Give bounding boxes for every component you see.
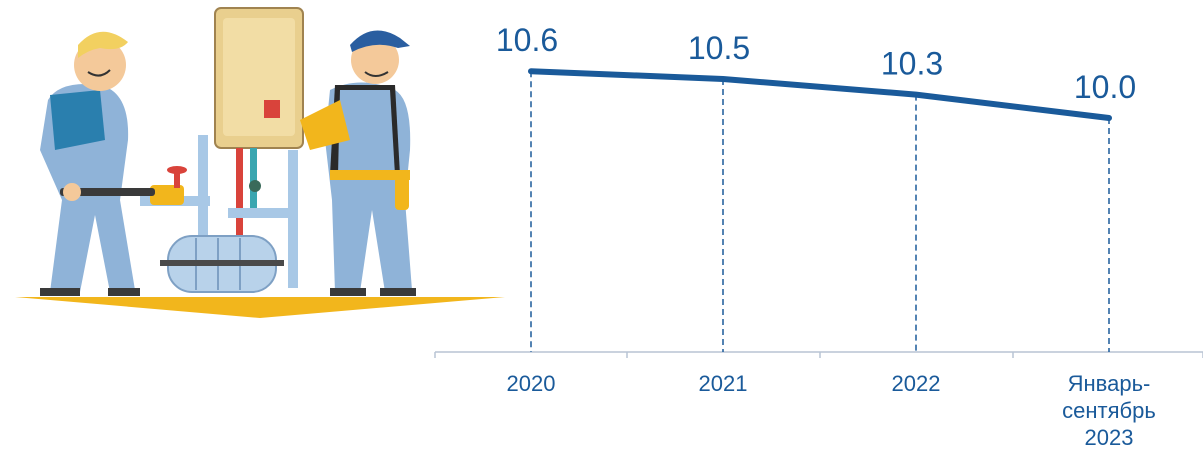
valve-icon xyxy=(150,185,184,205)
x-tick-label-3: Январь-сентябрь 2023 xyxy=(1062,371,1156,450)
x-tick-label-line: 2021 xyxy=(699,371,748,396)
cold-pipe xyxy=(250,148,257,208)
pipe-right xyxy=(288,150,298,288)
x-tick-label-line: 2022 xyxy=(892,371,941,396)
data-label-3: 10.0 xyxy=(1074,69,1136,105)
x-tick-label-0: 2020 xyxy=(507,371,556,396)
floor-shape xyxy=(15,297,505,318)
gauge-icon xyxy=(249,180,261,192)
data-label-2: 10.3 xyxy=(881,46,943,82)
x-tick-label-line: Январь- xyxy=(1068,371,1151,396)
x-tick-label-line: 2023 xyxy=(1085,425,1134,450)
x-tick-label-2: 2022 xyxy=(892,371,941,396)
x-tick-labels: 2020 2021 2022 Январь-сентябрь 2023 xyxy=(507,371,1156,450)
boiler-display-icon xyxy=(264,100,280,118)
data-label-0: 10.6 xyxy=(496,22,558,58)
data-label-1: 10.5 xyxy=(688,30,750,66)
data-labels: 10.6 10.5 10.3 10.0 xyxy=(496,22,1136,105)
x-tick-label-line: 2020 xyxy=(507,371,556,396)
left-worker-icon xyxy=(40,31,155,296)
series-line xyxy=(528,68,1112,121)
drop-lines xyxy=(530,71,1110,352)
plumbers-illustration-icon xyxy=(15,7,505,318)
x-tick-label-1: 2021 xyxy=(699,371,748,396)
right-worker-icon xyxy=(300,30,416,296)
pipe-horizontal-2 xyxy=(228,208,298,218)
x-axis xyxy=(434,351,1203,358)
x-tick-label-line: сентябрь xyxy=(1062,398,1156,423)
series-line-layer xyxy=(528,68,1112,121)
pipe-left xyxy=(198,135,208,285)
